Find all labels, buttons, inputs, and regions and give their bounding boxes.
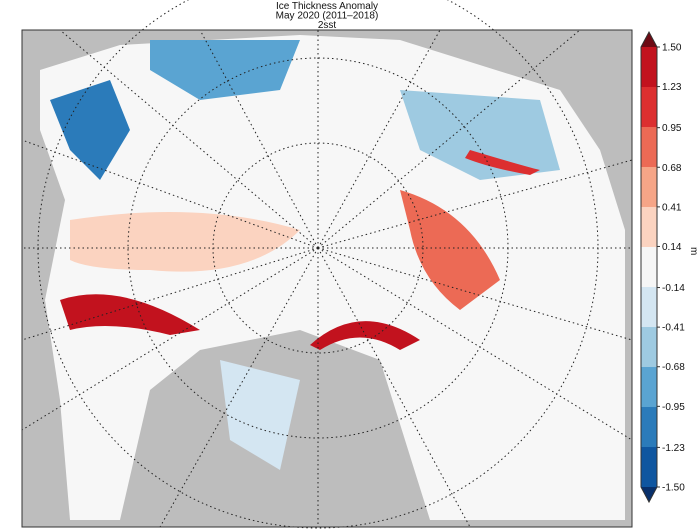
anomaly-region [465, 150, 540, 175]
colorbar-tick-label: -0.14 [662, 283, 685, 294]
anomaly-region [60, 294, 200, 335]
colorbar-tick-label: 1.23 [662, 82, 682, 93]
colorbar-tick-label: -0.68 [662, 362, 685, 373]
colorbar-tick-label: 0.41 [662, 202, 682, 213]
title-line: Ice Thickness Anomaly [276, 1, 378, 12]
title-line: 2sst [318, 20, 337, 31]
colorbar-bin [641, 87, 657, 127]
colorbar-bin [641, 287, 657, 327]
colorbar-bin [641, 207, 657, 247]
colorbar-bin [641, 327, 657, 367]
anomaly-region [310, 321, 420, 350]
anomaly-region [400, 190, 500, 310]
colorbar-tick-label: 0.14 [662, 242, 682, 253]
anomaly-region [50, 80, 130, 180]
colorbar: 1.50 1.23 0.95 0.68 0.41 0.14 -0.14 -0.41 -0.68 -… [640, 30, 699, 504]
colorbar-bin [641, 447, 657, 487]
title-line: May 2020 (2011–2018) [276, 11, 379, 22]
colorbar-bin [641, 127, 657, 167]
colorbar-tick-label: -1.50 [662, 483, 685, 494]
map [21, 0, 633, 529]
graticule [21, 0, 633, 529]
colorbar-unit: m [688, 247, 699, 255]
colorbar-bin [641, 247, 657, 287]
anomaly-region [150, 40, 300, 100]
colorbar-bin [641, 367, 657, 407]
anomaly-region [400, 90, 560, 180]
anomaly-region [70, 212, 300, 272]
colorbar-tick-label: -0.41 [662, 323, 685, 334]
colorbar-bin [641, 407, 657, 447]
colorbar-bin [641, 47, 657, 87]
colorbar-tick-label: -0.95 [662, 402, 685, 413]
colorbar-over [641, 32, 657, 47]
map-frame [21, 29, 633, 528]
colorbar-tick-label: 0.95 [662, 123, 682, 134]
colorbar-under [641, 487, 657, 502]
colorbar-tick-label: 1.50 [662, 43, 682, 54]
colorbar-bin [641, 167, 657, 207]
colorbar-tick-label: -1.23 [662, 443, 685, 454]
anomaly-region [220, 360, 300, 470]
colorbar-tick-label: 0.68 [662, 163, 682, 174]
